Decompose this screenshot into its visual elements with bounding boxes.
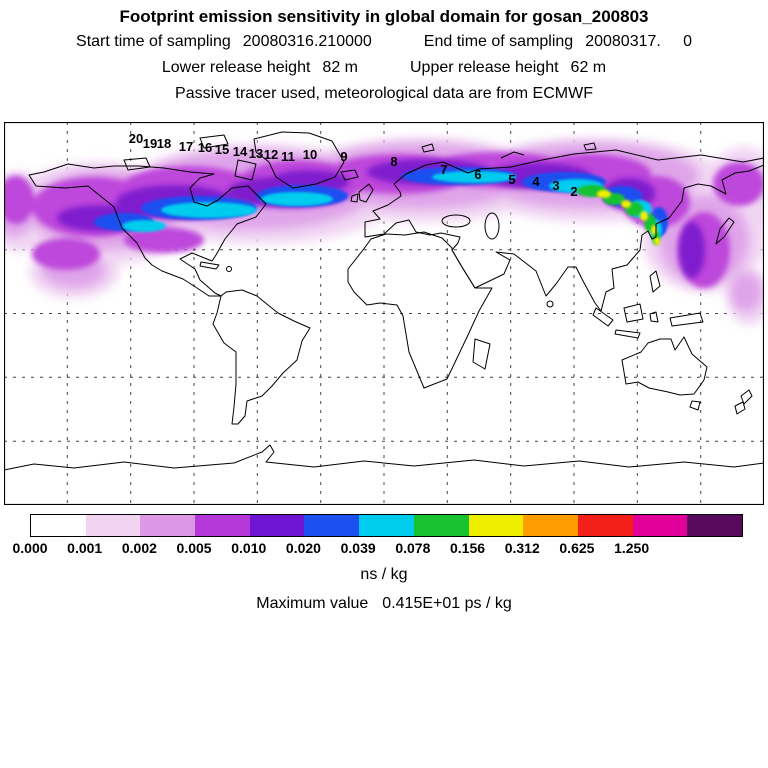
- upper-release-value: 62 m: [570, 59, 607, 76]
- grid-lines: [4, 122, 764, 505]
- max-value-label: Maximum value: [256, 595, 369, 612]
- figure-title: Footprint emission sensitivity in global…: [119, 7, 649, 26]
- colorbar-tick: 0.039: [340, 540, 376, 556]
- trajectory-hour-label: 18: [157, 136, 171, 151]
- trajectory-hour-label: 3: [552, 178, 559, 193]
- map-border: [3, 121, 765, 506]
- colorbar-tick: 1.250: [614, 540, 650, 556]
- colorbar-tick: 0.020: [285, 540, 321, 556]
- colorbar-tick: 0.001: [67, 540, 103, 556]
- colorbar-units-label: ns / kg: [360, 566, 408, 583]
- colorbar-cell: [140, 515, 196, 536]
- max-value-line: Maximum value 0.415E+01 ps / kg: [0, 595, 768, 613]
- release-heights-line: Lower release height 82 m Upper release h…: [0, 59, 768, 77]
- tracer-line: Passive tracer used, meteorological data…: [175, 85, 593, 102]
- end-time-value: 20080317. 0: [585, 33, 692, 50]
- continent-outlines: [4, 131, 764, 471]
- colorbar-tick: 0.002: [121, 540, 157, 556]
- world-map-svg: 20 19 18 17 16 15 14 13 12 11 10 9 8 7 6 5 4 3 2: [3, 121, 765, 506]
- colorbar-cell: [304, 515, 360, 536]
- colorbar-tick: 0.625: [559, 540, 595, 556]
- trajectory-hour-label: 4: [532, 174, 540, 189]
- colorbar-tick-labels: 0.000 0.001 0.002 0.005 0.010 0.020 0.039 0.078…: [12, 540, 741, 558]
- trajectory-hour-label: 9: [340, 149, 347, 164]
- trajectory-hour-label: 17: [179, 139, 193, 154]
- colorbar-cell: [195, 515, 250, 536]
- colorbar-cell: [577, 515, 633, 536]
- trajectory-hour-label: 5: [508, 172, 515, 187]
- colorbar: [30, 514, 743, 537]
- trajectory-hour-label: 14: [233, 144, 248, 159]
- upper-release-height: Upper release height 62 m: [410, 59, 606, 77]
- trajectory-hour-label: 15: [215, 142, 229, 157]
- trajectory-hour-label: 13: [249, 146, 263, 161]
- colorbar-cell: [85, 515, 141, 536]
- lower-release-value: 82 m: [322, 59, 358, 76]
- trajectory-hour-label: 2: [570, 184, 577, 199]
- world-map: 20 19 18 17 16 15 14 13 12 11 10 9 8 7 6 5 4 3 2: [3, 121, 765, 506]
- colorbar-tick: 0.156: [450, 540, 486, 556]
- trajectory-labels: 20 19 18 17 16 15 14 13 12 11 10 9 8 7 6 5 4 3 2: [129, 131, 578, 199]
- start-time: Start time of sampling 20080316.210000: [76, 33, 372, 51]
- upper-release-label: Upper release height: [410, 59, 559, 76]
- colorbar-cell: [359, 515, 414, 536]
- trajectory-hour-label: 12: [264, 147, 278, 162]
- colorbar-cell: [31, 515, 86, 536]
- max-value: 0.415E+01 ps / kg: [382, 595, 512, 612]
- colorbar-cell: [523, 515, 578, 536]
- colorbar-tick: 0.312: [504, 540, 540, 556]
- trajectory-hour-label: 6: [474, 167, 481, 182]
- trajectory-hour-label: 7: [440, 162, 447, 177]
- colorbar-cell: [249, 515, 305, 536]
- trajectory-hour-label: 10: [303, 147, 317, 162]
- colorbar-cell: [632, 515, 688, 536]
- trajectory-hour-label: 16: [198, 140, 212, 155]
- sampling-times-line: Start time of sampling 20080316.210000 En…: [0, 33, 768, 51]
- trajectory-hour-label: 8: [390, 154, 397, 169]
- colorbar-tick: 0.000: [12, 540, 48, 556]
- trajectory-hour-label: 19: [143, 136, 157, 151]
- start-time-label: Start time of sampling: [76, 33, 231, 50]
- lower-release-height: Lower release height 82 m: [162, 59, 358, 77]
- start-time-value: 20080316.210000: [242, 33, 372, 50]
- trajectory-hour-label: 20: [129, 131, 143, 146]
- colorbar-cell: [413, 515, 469, 536]
- colorbar-tick: 0.005: [176, 540, 212, 556]
- colorbar-tick: 0.010: [231, 540, 267, 556]
- trajectory-hour-label: 11: [281, 149, 295, 164]
- end-time-label: End time of sampling: [423, 33, 574, 50]
- lower-release-label: Lower release height: [161, 59, 311, 76]
- colorbar-tick: 0.078: [395, 540, 431, 556]
- colorbar-cell: [468, 515, 524, 536]
- colorbar-cell: [687, 515, 742, 536]
- end-time: End time of sampling 20080317. 0: [424, 33, 692, 51]
